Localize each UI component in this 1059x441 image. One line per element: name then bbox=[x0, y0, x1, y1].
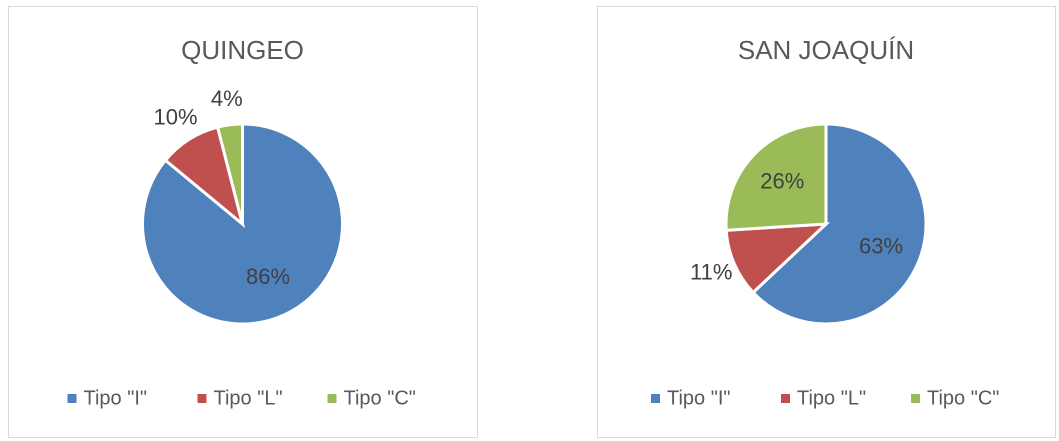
chart: SAN JOAQUÍN 63% 11% 26% Tipo "I" Tipo "L" Tipo… bbox=[597, 6, 1056, 438]
legend-label: Tipo "C" bbox=[344, 387, 416, 409]
legend-swatch bbox=[67, 394, 77, 403]
pie-slice bbox=[215, 122, 244, 225]
pie-slice bbox=[724, 122, 828, 232]
data-label: 4% bbox=[211, 86, 243, 111]
chart: QUINGEO 86% 10% 4% Tipo "I" Tipo "L" Tipo "C" bbox=[8, 6, 478, 438]
legend-swatch bbox=[781, 394, 790, 403]
legend-label: Tipo "I" bbox=[84, 387, 147, 409]
legend-swatch bbox=[327, 394, 337, 403]
data-label: 10% bbox=[153, 104, 197, 129]
legend-label: Tipo "I" bbox=[667, 387, 730, 409]
legend-label: Tipo "L" bbox=[214, 387, 283, 409]
chart-title: QUINGEO bbox=[181, 35, 304, 65]
data-label: 26% bbox=[760, 169, 804, 194]
legend-label: Tipo "L" bbox=[797, 387, 866, 409]
pie-slice bbox=[750, 122, 928, 326]
legend-swatch bbox=[911, 394, 920, 403]
data-label: 86% bbox=[246, 264, 290, 289]
chart-title: SAN JOAQUÍN bbox=[738, 35, 914, 65]
data-label: 63% bbox=[859, 234, 903, 259]
data-label: 11% bbox=[690, 259, 732, 284]
legend-label: Tipo "C" bbox=[927, 387, 999, 409]
legend-swatch bbox=[197, 394, 207, 403]
legend-swatch bbox=[651, 394, 660, 403]
